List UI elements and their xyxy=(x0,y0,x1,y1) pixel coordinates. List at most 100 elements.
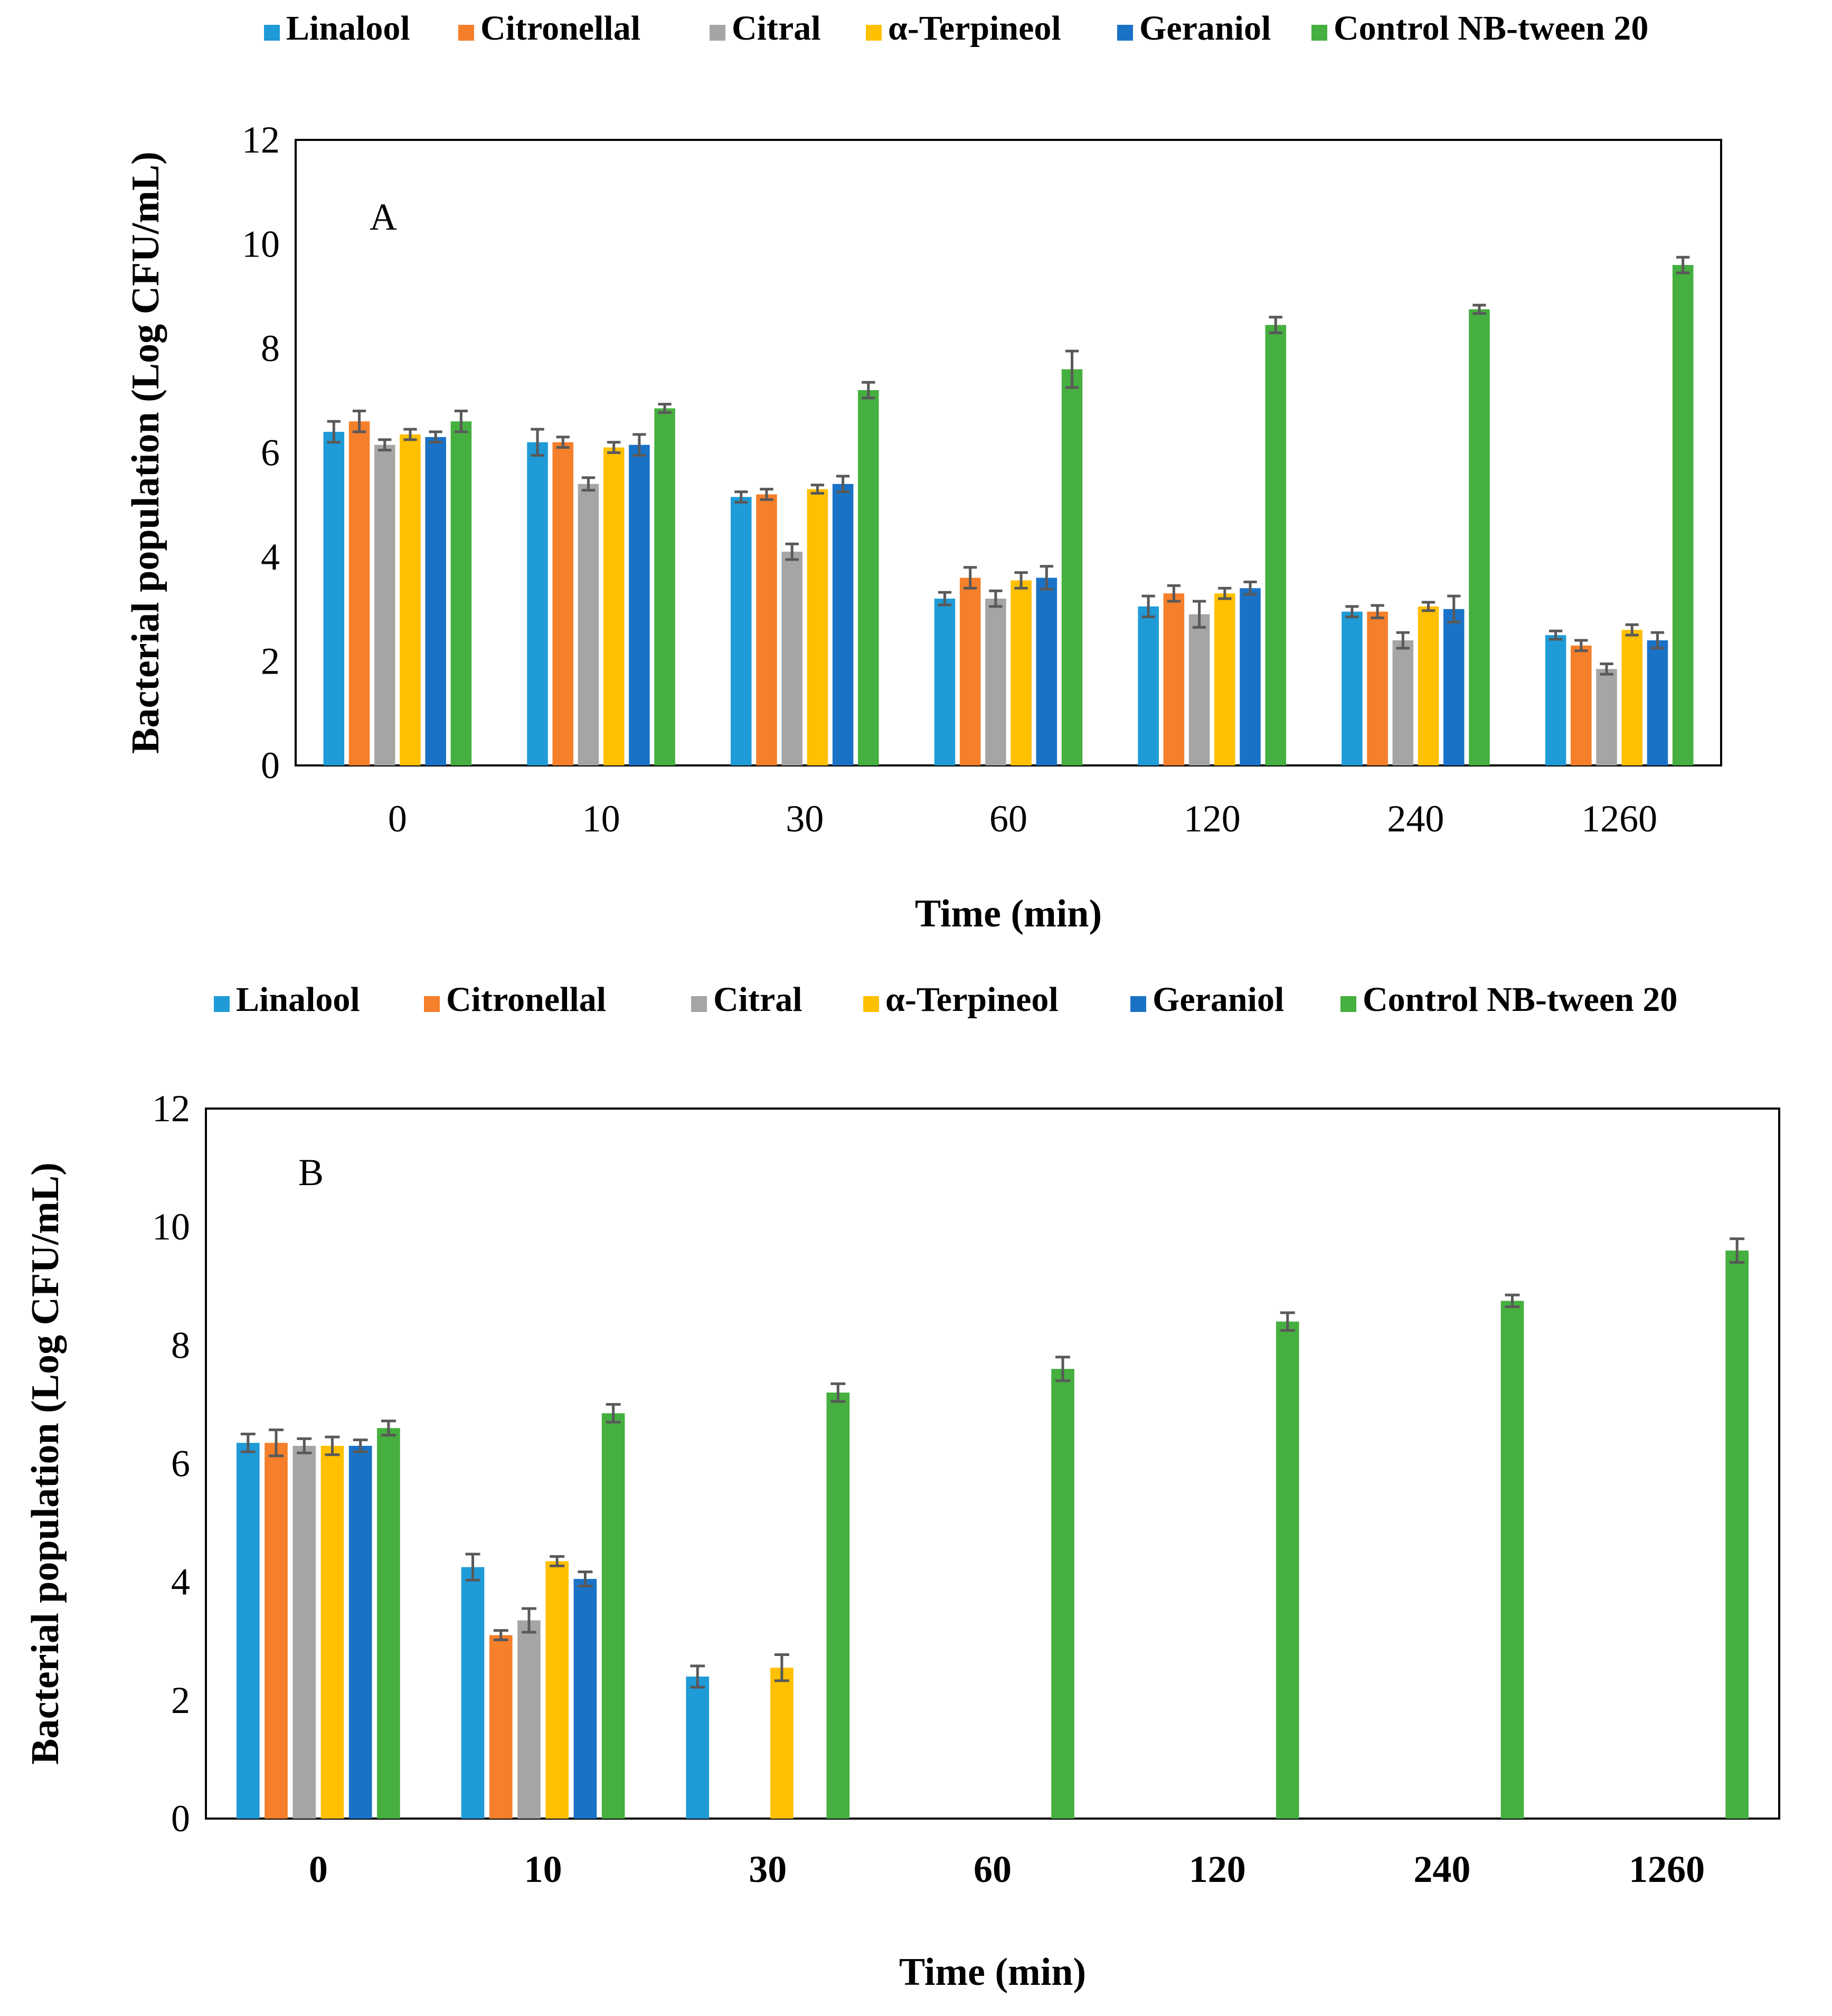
charts: Linalool Citronellal Citral α-Terpineol Gera… xyxy=(24,9,1780,1994)
x-tick-label-0: 0 xyxy=(309,1848,328,1890)
bar-2-3 xyxy=(985,599,1006,765)
x-tick-label-0: 0 xyxy=(388,798,407,840)
legend-swatch-5 xyxy=(1340,996,1356,1012)
bar-5-5 xyxy=(1469,309,1490,765)
bar-2-5 xyxy=(1392,640,1414,765)
legend-label-4: Geraniol xyxy=(1153,980,1284,1019)
legend-label-4: Geraniol xyxy=(1139,9,1271,48)
bar-0-4 xyxy=(1138,606,1159,765)
x-tick-label-4: 120 xyxy=(1184,798,1241,840)
bar-1-0 xyxy=(265,1443,288,1819)
bar-5-6 xyxy=(1725,1251,1749,1819)
legend: Linalool Citronellal Citral α-Terpineol Gera… xyxy=(214,980,1677,1019)
x-tick-label-4: 120 xyxy=(1189,1848,1246,1890)
legend-swatch-4 xyxy=(1130,996,1146,1012)
bar-1-1 xyxy=(489,1635,513,1819)
bar-5-3 xyxy=(1061,369,1083,765)
legend-swatch-1 xyxy=(424,996,440,1012)
y-tick-label-6: 12 xyxy=(242,119,280,161)
legend-swatch-2 xyxy=(691,996,707,1012)
x-tick-label-3: 60 xyxy=(989,798,1027,840)
bar-5-4 xyxy=(1276,1321,1299,1819)
bar-4-1 xyxy=(629,444,650,765)
bar-1-4 xyxy=(1163,593,1185,765)
bar-4-2 xyxy=(832,484,854,765)
bar-0-0 xyxy=(323,432,345,765)
legend-swatch-3 xyxy=(863,996,879,1012)
legend-swatch-3 xyxy=(866,25,882,41)
x-tick-label-5: 240 xyxy=(1387,798,1444,840)
bar-2-1 xyxy=(517,1620,541,1819)
legend-label-0: Linalool xyxy=(286,9,410,48)
panel-letter: A xyxy=(370,196,397,238)
bar-3-3 xyxy=(1011,580,1032,765)
bar-5-2 xyxy=(858,390,879,765)
bar-5-5 xyxy=(1500,1301,1524,1819)
y-tick-label-1: 2 xyxy=(261,640,280,683)
bar-5-0 xyxy=(377,1428,400,1819)
bar-0-2 xyxy=(730,497,752,765)
bar-3-2 xyxy=(807,489,828,765)
bar-4-0 xyxy=(348,1445,372,1819)
bar-3-6 xyxy=(1621,630,1643,765)
bar-5-3 xyxy=(1051,1369,1074,1819)
bar-2-4 xyxy=(1188,614,1210,765)
legend-label-1: Citronellal xyxy=(480,9,640,48)
y-tick-label-0: 0 xyxy=(171,1797,190,1840)
bar-2-0 xyxy=(292,1445,316,1819)
bar-1-6 xyxy=(1571,645,1592,765)
bar-3-5 xyxy=(1418,606,1439,765)
bar-3-0 xyxy=(400,434,421,765)
bar-4-5 xyxy=(1443,609,1465,765)
bar-2-6 xyxy=(1596,669,1617,765)
legend-swatch-5 xyxy=(1311,25,1327,41)
bar-1-2 xyxy=(756,494,777,765)
bar-4-1 xyxy=(573,1579,597,1819)
bar-4-3 xyxy=(1036,578,1057,765)
bar-5-6 xyxy=(1672,265,1694,765)
x-tick-label-3: 60 xyxy=(974,1848,1012,1890)
bar-3-2 xyxy=(770,1668,794,1819)
chart-panel-b: Linalool Citronellal Citral α-Terpineol Gera… xyxy=(24,980,1780,1994)
bar-4-0 xyxy=(425,437,446,765)
bar-2-0 xyxy=(374,444,395,765)
bar-0-5 xyxy=(1342,611,1363,765)
x-axis-title: Time (min) xyxy=(915,892,1102,935)
bar-0-1 xyxy=(461,1567,485,1819)
y-tick-label-4: 8 xyxy=(171,1324,190,1366)
chart-panel-a: Linalool Citronellal Citral α-Terpineol Gera… xyxy=(124,9,1722,935)
y-axis-title: Bacterial population (Log CFU/mL) xyxy=(124,152,167,754)
legend-label-3: α-Terpineol xyxy=(888,9,1061,48)
bar-1-3 xyxy=(959,578,981,765)
legend-swatch-1 xyxy=(458,25,474,41)
legend-swatch-2 xyxy=(710,25,725,41)
legend-label-5: Control NB-tween 20 xyxy=(1363,980,1677,1019)
y-tick-label-2: 4 xyxy=(171,1561,190,1603)
bar-3-1 xyxy=(603,447,625,765)
bar-3-4 xyxy=(1214,593,1235,765)
bar-1-0 xyxy=(348,421,370,765)
legend-label-2: Citral xyxy=(732,9,821,48)
x-tick-label-6: 1260 xyxy=(1581,798,1657,840)
bar-2-1 xyxy=(578,484,599,765)
x-tick-label-1: 10 xyxy=(582,798,620,840)
y-tick-label-5: 10 xyxy=(152,1206,190,1248)
bar-0-6 xyxy=(1545,635,1566,765)
bar-0-1 xyxy=(527,442,548,765)
bar-0-3 xyxy=(934,599,956,765)
legend-label-1: Citronellal xyxy=(446,980,606,1019)
legend: Linalool Citronellal Citral α-Terpineol Gera… xyxy=(264,9,1648,48)
y-tick-label-6: 12 xyxy=(152,1087,190,1130)
plot-frame xyxy=(205,1108,1780,1820)
bar-5-2 xyxy=(826,1393,850,1819)
bar-4-4 xyxy=(1240,588,1261,765)
x-tick-label-1: 10 xyxy=(524,1848,562,1890)
legend-swatch-4 xyxy=(1117,25,1133,41)
bar-5-1 xyxy=(601,1413,625,1819)
bar-5-1 xyxy=(654,408,675,765)
x-axis-title: Time (min) xyxy=(899,1951,1086,1994)
bar-4-6 xyxy=(1647,640,1668,765)
bar-3-1 xyxy=(545,1561,569,1819)
y-axis-title: Bacterial population (Log CFU/mL) xyxy=(24,1162,67,1765)
